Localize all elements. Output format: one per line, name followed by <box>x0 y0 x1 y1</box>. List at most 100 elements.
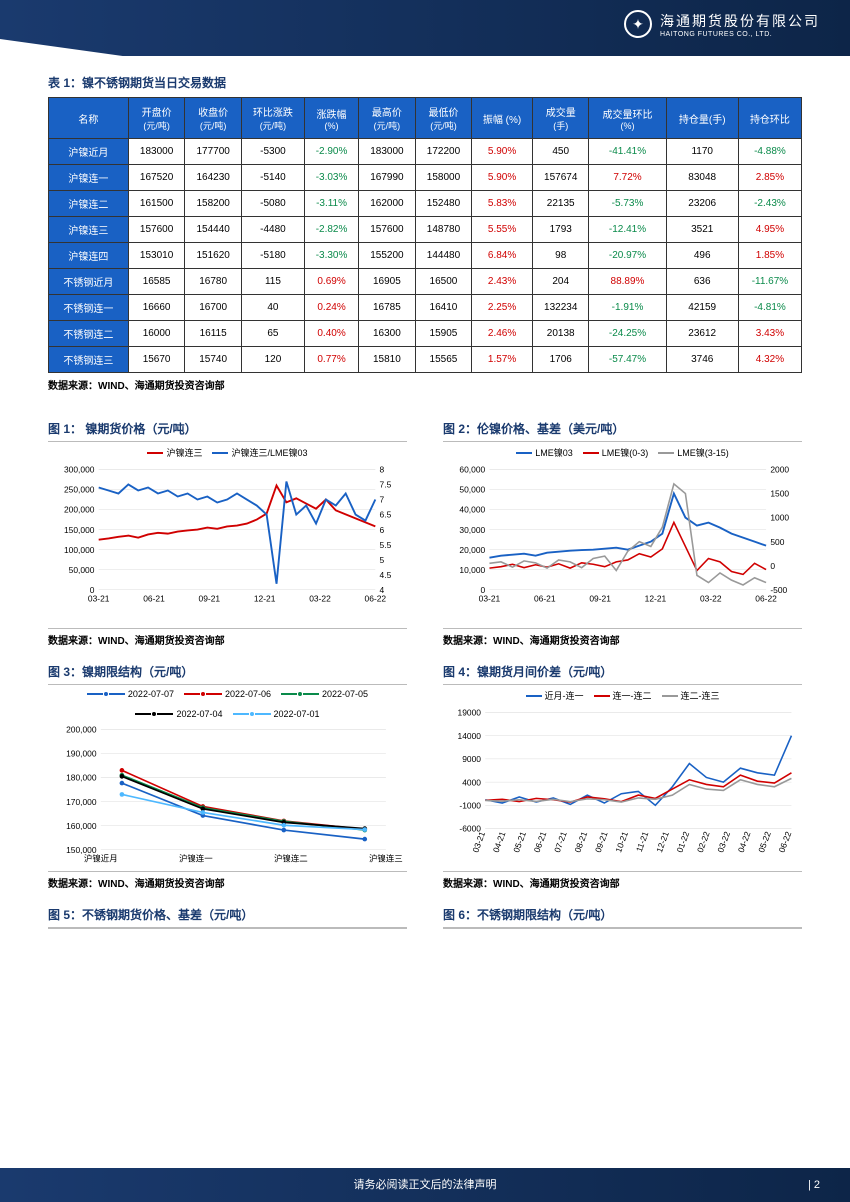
svg-text:05-22: 05-22 <box>756 830 773 854</box>
svg-text:02-22: 02-22 <box>695 830 712 854</box>
svg-text:0: 0 <box>770 561 775 571</box>
svg-text:03-22: 03-22 <box>715 830 732 854</box>
svg-text:06-21: 06-21 <box>532 830 549 854</box>
header-banner: ✦ 海通期货股份有限公司 HAITONG FUTURES CO., LTD. <box>0 0 850 56</box>
svg-text:60,000: 60,000 <box>459 465 485 475</box>
svg-text:09-21: 09-21 <box>589 593 611 603</box>
brand-logo: ✦ 海通期货股份有限公司 HAITONG FUTURES CO., LTD. <box>624 10 820 38</box>
chart-2: 图 2：伦镍价格、基差（美元/吨） LME镍03LME镍(0-3)LME镍(3-… <box>443 414 802 655</box>
chart-2-title: 图 2：伦镍价格、基差（美元/吨） <box>443 414 802 437</box>
svg-text:03-21: 03-21 <box>88 593 110 603</box>
table-row: 沪镍连二161500158200-5080-3.11%1620001524805… <box>49 191 802 217</box>
legend-item: 2022-07-06 <box>184 689 271 699</box>
chart-5-title: 图 5：不锈钢期货价格、基差（元/吨） <box>48 900 407 923</box>
table-header: 收盘价(元/吨) <box>185 98 242 139</box>
footer: 请务必阅读正文后的法律声明 | 2 <box>0 1168 850 1202</box>
svg-text:6.5: 6.5 <box>380 510 392 520</box>
disclaimer: 请务必阅读正文后的法律声明 <box>354 1179 497 1191</box>
table-header: 成交量(手) <box>532 98 589 139</box>
svg-text:12-21: 12-21 <box>254 593 276 603</box>
chart-6: 图 6：不锈钢期限结构（元/吨） <box>443 900 802 929</box>
svg-text:7: 7 <box>380 495 385 505</box>
chart-5: 图 5：不锈钢期货价格、基差（元/吨） <box>48 900 407 929</box>
svg-text:03-22: 03-22 <box>309 593 331 603</box>
logo-icon: ✦ <box>624 10 652 38</box>
legend-item: 2022-07-01 <box>233 709 320 719</box>
table-header: 环比涨跌(元/吨) <box>241 98 304 139</box>
table-header: 名称 <box>49 98 129 139</box>
svg-text:06-22: 06-22 <box>365 593 387 603</box>
brand-name: 海通期货股份有限公司 <box>660 13 820 29</box>
svg-text:2000: 2000 <box>770 465 789 475</box>
legend-item: 连一-连二 <box>594 689 652 702</box>
svg-text:05-21: 05-21 <box>511 830 528 854</box>
svg-text:4.5: 4.5 <box>380 570 392 580</box>
svg-text:10-21: 10-21 <box>613 830 630 854</box>
svg-text:03-21: 03-21 <box>479 593 501 603</box>
svg-text:09-21: 09-21 <box>199 593 221 603</box>
table-row: 不锈钢连二1600016115650.40%16300159052.46%201… <box>49 321 802 347</box>
brand-sub: HAITONG FUTURES CO., LTD. <box>660 31 820 38</box>
legend-item: LME镍(0-3) <box>583 446 649 459</box>
svg-text:190,000: 190,000 <box>66 749 97 759</box>
chart-1: 图 1： 镍期货价格（元/吨） 沪镍连三沪镍连三/LME镍03050,00010… <box>48 414 407 655</box>
svg-text:100,000: 100,000 <box>64 545 95 555</box>
legend-item: LME镍03 <box>516 446 573 459</box>
svg-text:-1000: -1000 <box>459 801 481 811</box>
chart-1-title: 图 1： 镍期货价格（元/吨） <box>48 414 407 437</box>
svg-text:4000: 4000 <box>462 777 481 787</box>
legend-item: 2022-07-07 <box>87 689 174 699</box>
svg-text:6: 6 <box>380 525 385 535</box>
svg-text:500: 500 <box>770 537 784 547</box>
table-header: 振幅 (%) <box>472 98 533 139</box>
svg-text:50,000: 50,000 <box>69 565 95 575</box>
svg-text:50,000: 50,000 <box>459 485 485 495</box>
svg-text:14000: 14000 <box>458 731 482 741</box>
chart-3: 图 3：镍期限结构（元/吨） 2022-07-072022-07-062022-… <box>48 657 407 898</box>
svg-text:300,000: 300,000 <box>64 465 95 475</box>
svg-text:沪镍连一: 沪镍连一 <box>179 853 213 863</box>
legend-item: 近月-连一 <box>526 689 584 702</box>
table-row: 沪镍连三157600154440-4480-2.82%1576001487805… <box>49 217 802 243</box>
table-source: 数据来源：WIND、海通期货投资咨询部 <box>48 377 802 392</box>
chart-4-source: 数据来源：WIND、海通期货投资咨询部 <box>443 875 802 890</box>
svg-text:1000: 1000 <box>770 513 789 523</box>
svg-text:01-22: 01-22 <box>674 830 691 854</box>
svg-text:1500: 1500 <box>770 489 789 499</box>
svg-text:12-21: 12-21 <box>645 593 667 603</box>
legend-item: 2022-07-04 <box>135 709 222 719</box>
svg-text:07-21: 07-21 <box>552 830 569 854</box>
table-row: 不锈钢连三15670157401200.77%15810155651.57%17… <box>49 347 802 373</box>
svg-text:170,000: 170,000 <box>66 797 97 807</box>
chart-4-title: 图 4：镍期货月间价差（元/吨） <box>443 657 802 680</box>
table-row: 不锈钢近月16585167801150.69%16905165002.43%20… <box>49 269 802 295</box>
svg-text:06-22: 06-22 <box>777 830 794 854</box>
svg-text:06-21: 06-21 <box>143 593 165 603</box>
svg-text:19000: 19000 <box>458 708 482 718</box>
legend-item: 沪镍连三/LME镍03 <box>212 446 307 459</box>
svg-text:08-21: 08-21 <box>572 830 589 854</box>
table-header: 开盘价(元/吨) <box>128 98 185 139</box>
svg-text:150,000: 150,000 <box>64 525 95 535</box>
svg-text:30,000: 30,000 <box>459 525 485 535</box>
svg-text:06-21: 06-21 <box>534 593 556 603</box>
svg-text:04-21: 04-21 <box>491 830 508 854</box>
table-row: 沪镍连一167520164230-5140-3.03%1679901580005… <box>49 165 802 191</box>
svg-text:沪镍连二: 沪镍连二 <box>274 853 308 863</box>
svg-text:03-22: 03-22 <box>700 593 722 603</box>
svg-text:5: 5 <box>380 555 385 565</box>
table-header: 持仓量(手) <box>666 98 738 139</box>
svg-text:12-21: 12-21 <box>654 830 671 854</box>
svg-text:7.5: 7.5 <box>380 480 392 490</box>
table-header: 成交量环比(%) <box>589 98 666 139</box>
svg-text:沪镍近月: 沪镍近月 <box>84 853 118 863</box>
svg-text:09-21: 09-21 <box>593 830 610 854</box>
legend-item: 沪镍连三 <box>147 446 202 459</box>
svg-text:160,000: 160,000 <box>66 821 97 831</box>
legend-item: 连二-连三 <box>662 689 720 702</box>
table-row: 沪镍近月183000177700-5300-2.90%1830001722005… <box>49 139 802 165</box>
svg-text:11-21: 11-21 <box>634 830 651 853</box>
futures-table: 名称开盘价(元/吨)收盘价(元/吨)环比涨跌(元/吨)涨跌幅(%)最高价(元/吨… <box>48 97 802 373</box>
svg-text:10,000: 10,000 <box>459 565 485 575</box>
table-header: 最高价(元/吨) <box>359 98 416 139</box>
